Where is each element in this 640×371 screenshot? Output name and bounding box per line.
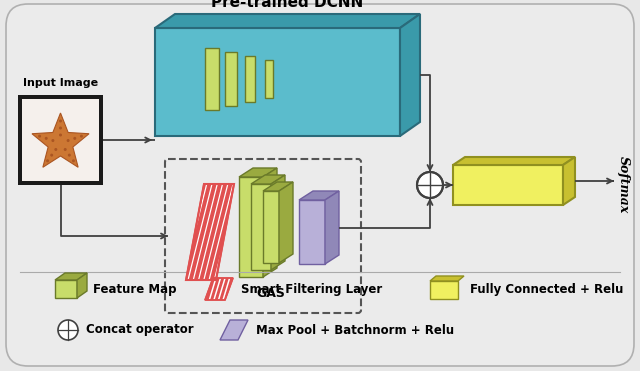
Circle shape <box>54 148 58 151</box>
Polygon shape <box>168 184 196 280</box>
Polygon shape <box>155 14 420 28</box>
Circle shape <box>46 159 49 162</box>
Text: Pre-trained DCNN: Pre-trained DCNN <box>211 0 364 10</box>
Circle shape <box>80 135 83 138</box>
Polygon shape <box>220 278 229 300</box>
Text: Softmax: Softmax <box>616 156 630 214</box>
Polygon shape <box>453 157 575 165</box>
Polygon shape <box>214 278 224 300</box>
Polygon shape <box>77 273 87 298</box>
Text: Smart Filtering Layer: Smart Filtering Layer <box>241 283 382 296</box>
Polygon shape <box>400 14 420 136</box>
Polygon shape <box>201 278 211 300</box>
Polygon shape <box>55 280 77 298</box>
Text: Max Pool + Batchnorm + Relu: Max Pool + Batchnorm + Relu <box>256 324 454 336</box>
Circle shape <box>417 172 443 198</box>
Polygon shape <box>325 191 339 264</box>
Circle shape <box>59 134 62 137</box>
Polygon shape <box>279 182 293 263</box>
Polygon shape <box>263 191 279 263</box>
Circle shape <box>59 119 62 122</box>
Text: Feature Map: Feature Map <box>93 283 177 296</box>
Text: Concat operator: Concat operator <box>86 324 194 336</box>
Polygon shape <box>215 184 243 280</box>
Polygon shape <box>563 157 575 205</box>
Polygon shape <box>239 177 263 277</box>
Polygon shape <box>239 168 277 177</box>
Polygon shape <box>55 273 87 280</box>
Polygon shape <box>157 184 185 280</box>
Circle shape <box>50 154 53 157</box>
Polygon shape <box>228 278 238 300</box>
Polygon shape <box>299 191 339 200</box>
Polygon shape <box>204 184 232 280</box>
Polygon shape <box>224 278 234 300</box>
Circle shape <box>45 137 48 140</box>
Circle shape <box>68 154 71 157</box>
Polygon shape <box>220 320 248 340</box>
Polygon shape <box>163 184 190 280</box>
FancyBboxPatch shape <box>6 4 634 366</box>
Polygon shape <box>205 278 233 300</box>
Bar <box>225 52 237 106</box>
Circle shape <box>72 159 75 162</box>
Bar <box>430 281 458 299</box>
Polygon shape <box>210 278 220 300</box>
Polygon shape <box>299 200 325 264</box>
Circle shape <box>38 135 41 138</box>
Bar <box>22 99 99 181</box>
Polygon shape <box>186 184 234 280</box>
Polygon shape <box>210 184 237 280</box>
Circle shape <box>67 139 70 142</box>
Text: GAS: GAS <box>257 287 285 300</box>
Text: Fully Connected + Relu: Fully Connected + Relu <box>470 283 623 296</box>
Polygon shape <box>173 184 201 280</box>
Polygon shape <box>251 184 271 270</box>
Polygon shape <box>263 168 277 277</box>
Polygon shape <box>251 175 285 184</box>
Polygon shape <box>155 28 400 136</box>
Circle shape <box>59 127 62 129</box>
Circle shape <box>64 148 67 151</box>
Bar <box>265 60 273 98</box>
Polygon shape <box>32 113 89 167</box>
Circle shape <box>51 139 54 142</box>
Bar <box>245 56 255 102</box>
Polygon shape <box>430 276 464 281</box>
Polygon shape <box>199 184 227 280</box>
Circle shape <box>73 137 76 140</box>
Polygon shape <box>263 182 293 191</box>
Polygon shape <box>196 278 206 300</box>
Bar <box>205 48 219 110</box>
Polygon shape <box>189 184 216 280</box>
Polygon shape <box>194 184 222 280</box>
Text: Input Image: Input Image <box>23 78 98 88</box>
Polygon shape <box>178 184 206 280</box>
Polygon shape <box>205 278 215 300</box>
Polygon shape <box>184 184 211 280</box>
Polygon shape <box>271 175 285 270</box>
Bar <box>18 95 103 185</box>
Polygon shape <box>453 165 563 205</box>
Circle shape <box>58 320 78 340</box>
